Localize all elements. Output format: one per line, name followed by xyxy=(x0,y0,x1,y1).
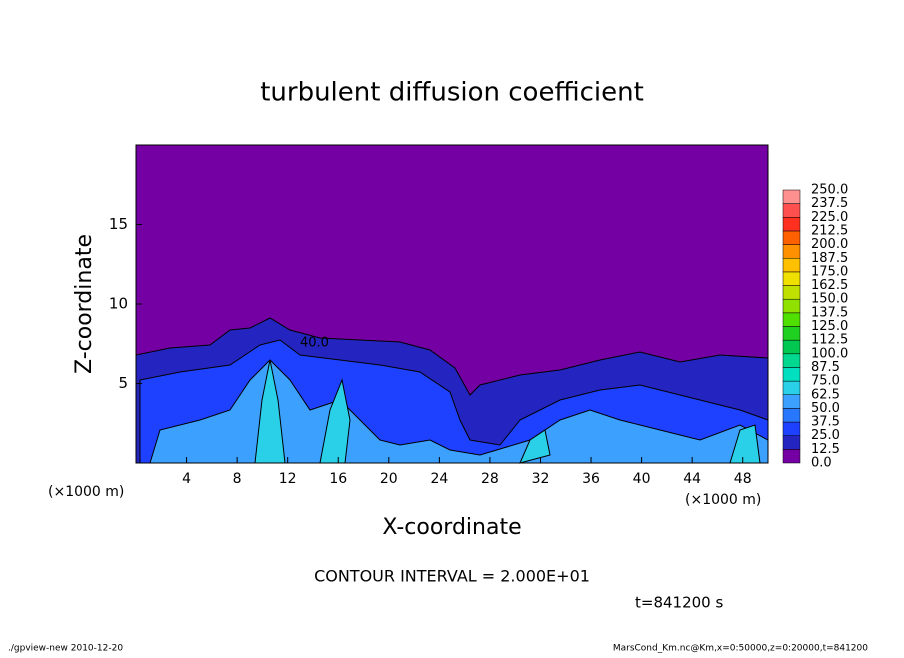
colorbar-label: 87.5 xyxy=(811,360,840,375)
colorbar-box xyxy=(782,258,801,273)
colorbar-label: 12.5 xyxy=(811,442,840,457)
colorbar-box xyxy=(782,298,801,314)
colorbar-label: 250.0 xyxy=(811,183,848,198)
colorbar-label: 100.0 xyxy=(811,346,848,361)
colorbar-box xyxy=(782,285,801,300)
colorbar-label: 237.5 xyxy=(811,196,848,211)
colorbar-label: 200.0 xyxy=(811,237,848,252)
field-region xyxy=(254,359,761,464)
colorbar-label: 137.5 xyxy=(811,305,848,320)
colorbar-label: 187.5 xyxy=(811,251,848,266)
colorbar-box xyxy=(782,435,801,450)
colorbar-label: 212.5 xyxy=(811,223,848,238)
colorbar-label: 25.0 xyxy=(811,428,840,443)
colorbar-box xyxy=(782,189,801,204)
field-region xyxy=(149,359,769,464)
x-tick-label: 32 xyxy=(532,471,550,487)
colorbar-box xyxy=(782,408,801,423)
colorbar-box xyxy=(782,312,801,327)
colorbar-label: 175.0 xyxy=(811,264,848,279)
colorbar-label: 125.0 xyxy=(811,319,848,334)
x-tick-label: 36 xyxy=(582,471,600,487)
x-axis-label: X-coordinate xyxy=(382,515,521,540)
colorbar-label: 37.5 xyxy=(811,415,840,430)
x-tick-label: 24 xyxy=(430,471,448,487)
colorbar-box xyxy=(782,353,801,368)
colorbar-box xyxy=(782,271,801,286)
colorbar-box xyxy=(782,367,801,382)
colorbar-label: 62.5 xyxy=(811,387,840,402)
colorbar-box xyxy=(782,217,801,232)
colorbar-box xyxy=(782,203,801,218)
footer-left: ./gpview-new 2010-12-20 xyxy=(8,644,123,654)
y-tick-label: 15 xyxy=(109,215,128,233)
x-tick-label: 48 xyxy=(734,471,752,487)
x-tick-label: 40 xyxy=(633,471,651,487)
colorbar-label: 50.0 xyxy=(811,401,840,416)
colorbar-label: 0.0 xyxy=(811,456,832,471)
colorbar-box xyxy=(782,394,801,409)
x-tick-label: 16 xyxy=(329,471,347,487)
footer-right: MarsCond_Km.nc@Km,x=0:50000,z=0:20000,t=… xyxy=(613,644,868,654)
colorbar-label: 112.5 xyxy=(811,333,848,348)
field xyxy=(135,145,769,464)
x-tick-label: 12 xyxy=(279,471,297,487)
time-label: t=841200 s xyxy=(635,594,723,612)
y-tick-label: 10 xyxy=(109,295,128,313)
chart-title: turbulent diffusion coefficient xyxy=(260,78,644,108)
x-unit: (×1000 m) xyxy=(48,484,124,500)
colorbar-box xyxy=(782,380,801,396)
colorbar-box xyxy=(782,339,801,355)
colorbar-box xyxy=(782,326,801,341)
colorbar-label: 75.0 xyxy=(811,374,840,389)
contour-label: 40.0 xyxy=(300,336,329,351)
colorbar-box xyxy=(782,230,801,245)
contour-interval: CONTOUR INTERVAL = 2.000E+01 xyxy=(314,567,590,586)
x-tick-label: 44 xyxy=(683,471,701,487)
colorbar-label: 150.0 xyxy=(811,292,848,307)
x-tick-label: 28 xyxy=(481,471,499,487)
x-tick-label: 8 xyxy=(233,471,242,487)
x-unit: (×1000 m) xyxy=(685,492,761,508)
y-axis-label: Z-coordinate xyxy=(72,234,97,374)
x-tick-label: 4 xyxy=(182,471,191,487)
y-tick-label: 5 xyxy=(118,374,128,392)
colorbar-box xyxy=(782,244,801,259)
x-tick-label: 20 xyxy=(380,471,398,487)
colorbar-box xyxy=(782,449,801,464)
colorbar-label: 225.0 xyxy=(811,210,848,225)
colorbar-box xyxy=(782,421,801,436)
colorbar-label: 162.5 xyxy=(811,278,848,293)
